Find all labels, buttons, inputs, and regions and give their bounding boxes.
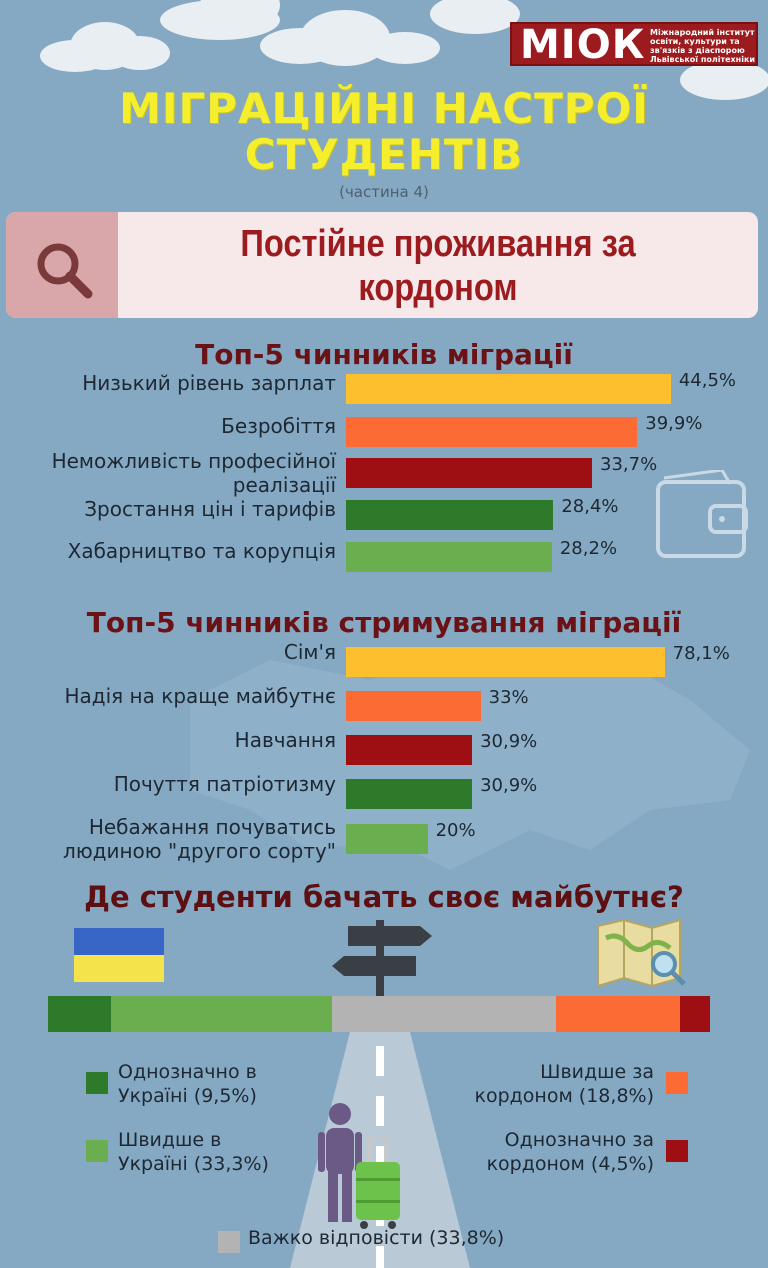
banner-line-1: Постійне проживання за [240,223,636,265]
legend-label-line: Однозначно за [504,1129,654,1151]
bar-value-label: 39,9% [645,413,703,434]
legend-label-line: Україні (9,5%) [118,1085,257,1107]
wallet-icon [656,470,748,558]
bar-category-label: Неможливість професійної реалізації [0,449,336,497]
legend-swatch [666,1140,688,1162]
bar [346,458,592,488]
bar [346,500,554,530]
bar [346,824,428,854]
stack-segment [331,996,557,1032]
bar [346,374,671,404]
bar-category-label: Низький рівень зарплат [0,371,336,395]
bar-category-line: реалізації [232,473,336,497]
legend-label-line: Україні (33,3%) [118,1153,269,1175]
bar [346,417,638,447]
legend-label: Швидше за кордоном (18,8%) [420,1060,654,1108]
bar-value-label: 28,2% [559,538,618,559]
banner-line-2: кордоном [358,267,518,309]
legend-label-line: кордоном (4,5%) [486,1153,654,1175]
bar-category-label: Безробіття [0,414,336,438]
ukraine-flag-icon [74,928,164,982]
future-title: Де студенти бачать своє майбутнє? [84,880,684,914]
logo-subtitle: Міжнародний інститут освіти, культури та… [650,28,755,64]
title-line-2: СТУДЕНТІВ [244,130,524,179]
bar [346,542,552,572]
legend-label-line: кордоном (18,8%) [474,1085,654,1107]
map-icon [597,918,686,988]
bar-value-label: 78,1% [672,643,730,664]
chart2-title: Топ-5 чинників стримування міграції [86,606,682,639]
stack-segment [680,996,711,1032]
bar-category-line: Безробіття [221,414,336,438]
bar-category-line: Низький рівень зарплат [82,371,336,395]
bar-category-label: Сім'я [0,640,336,664]
banner-title: Постійне проживання за кордоном [170,222,707,310]
legend-swatch [86,1140,108,1162]
legend-label: Важко відповісти (33,8%) [248,1226,504,1250]
traveler-icon [318,1103,362,1222]
bar-category-label: Хабарництво та корупція [0,539,336,563]
bar-value-label: 33% [488,687,529,708]
legend-label-line: Однозначно в [118,1061,257,1083]
legend-label: Однозначно в Україні (9,5%) [118,1060,257,1108]
bar-category-line: Зростання цін і тарифів [84,497,336,521]
logo: МІОК Міжнародний інститут освіти, культу… [510,22,758,68]
bar-category-label: Надія на краще майбутнє [0,684,336,708]
bar-value-label: 30,9% [480,775,538,796]
topic-banner: Постійне проживання за кордоном [6,212,758,318]
bar-category-line: Хабарництво та корупція [67,539,336,563]
chart1-title: Топ-5 чинників міграції [195,338,573,371]
bar-category-label: Небажання почуватись людиною "другого сор… [0,815,336,863]
page-title: МІГРАЦІЙНІ НАСТРОЇ СТУДЕНТІВ [0,86,768,178]
bar-category-line: Небажання почуватись [88,815,336,839]
bar-category-line: Неможливість професійної [51,449,336,473]
legend-label-line: Важко відповісти (33,8%) [248,1227,505,1249]
stack-segment [555,996,681,1032]
bar [346,779,473,809]
banner-icon-box [6,212,118,318]
bar [346,647,665,677]
bar-category-line: людиною "другого сорту" [63,839,336,863]
search-icon [37,243,93,299]
legend-swatch [218,1231,240,1253]
stack-segment [110,996,333,1032]
suitcase-icon [356,1138,400,1229]
bar-value-label: 44,5% [678,370,737,391]
legend-swatch [666,1072,688,1094]
bar-category-label: Почуття патріотизму [0,772,336,796]
bar-category-label: Навчання [0,728,336,752]
bar-category-line: Навчання [234,728,336,752]
legend-label-line: Швидше в [118,1129,222,1151]
bar-category-label: Зростання цін і тарифів [0,497,336,521]
legend-swatch [86,1072,108,1094]
bar-category-line: Надія на краще майбутнє [64,684,336,708]
bar-category-line: Почуття патріотизму [113,772,336,796]
bar-value-label: 30,9% [480,731,538,752]
legend-label-line: Швидше за [540,1061,654,1083]
title-line-1: МІГРАЦІЙНІ НАСТРОЇ [119,84,649,133]
logo-name: МІОК [520,22,646,68]
bar-value-label: 20% [435,820,476,841]
legend-label: Швидше в Україні (33,3%) [118,1128,269,1176]
signpost-icon [332,920,432,1004]
legend-label: Однозначно за кордоном (4,5%) [420,1128,654,1176]
stack-segment [48,996,112,1032]
bar-value-label: 28,4% [561,496,619,517]
bar-value-label: 33,7% [600,454,658,475]
title-part: (частина 4) [339,183,429,201]
bar-category-line: Сім'я [283,640,336,664]
bar [346,691,481,721]
bar [346,735,473,765]
